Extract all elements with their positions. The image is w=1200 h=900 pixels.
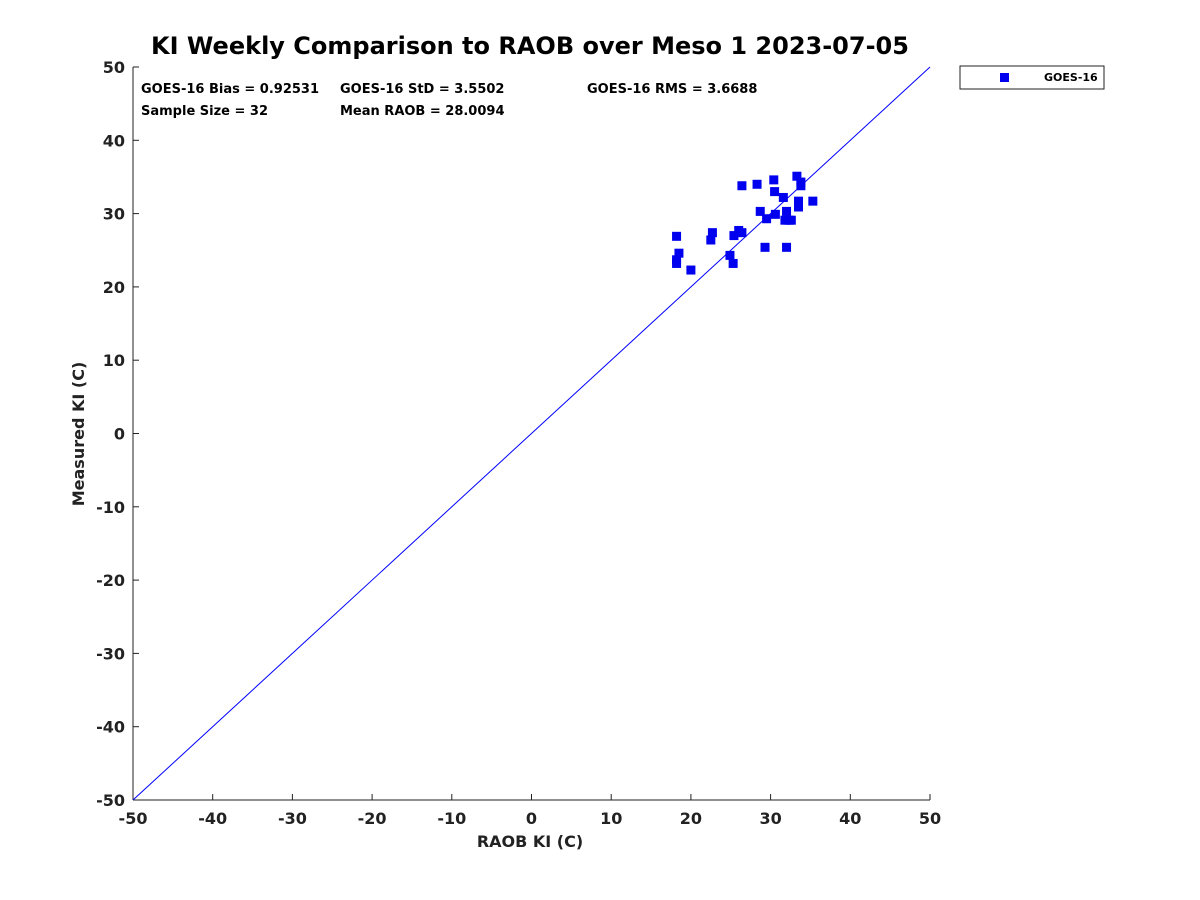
data-point xyxy=(782,242,792,252)
y-tick-label: -10 xyxy=(96,498,125,517)
data-point xyxy=(770,209,780,219)
y-tick-label: -40 xyxy=(96,718,125,737)
data-point xyxy=(752,179,762,189)
x-tick-label: -50 xyxy=(119,809,148,828)
data-point xyxy=(725,250,735,260)
x-tick-label: -20 xyxy=(358,809,387,828)
legend-label-goes16: GOES-16 xyxy=(1044,71,1098,84)
chart-title: KI Weekly Comparison to RAOB over Meso 1… xyxy=(151,32,909,60)
x-tick-label: -30 xyxy=(278,809,307,828)
data-point xyxy=(762,214,772,224)
stat-sample-size: Sample Size = 32 xyxy=(141,104,268,119)
data-point xyxy=(796,181,806,191)
stat-bias: GOES-16 Bias = 0.92531 xyxy=(141,82,319,97)
x-tick-label: -10 xyxy=(437,809,466,828)
data-point xyxy=(769,175,779,185)
data-point xyxy=(808,196,818,206)
y-tick-label: 10 xyxy=(103,351,125,370)
data-point xyxy=(737,228,747,238)
x-tick-label: 40 xyxy=(839,809,861,828)
x-axis-label: RAOB KI (C) xyxy=(477,832,583,851)
data-point xyxy=(672,258,682,268)
goes16-points xyxy=(672,171,818,275)
one-to-one-reference-line xyxy=(132,66,931,801)
data-point xyxy=(792,171,802,181)
data-point xyxy=(706,235,716,245)
x-tick-label: 20 xyxy=(680,809,702,828)
y-tick-label: 0 xyxy=(114,425,125,444)
data-point xyxy=(674,248,684,258)
y-axis-label: Measured KI (C) xyxy=(69,362,88,507)
y-axis-ticks: 50 40 30 20 10 0 -10 -20 -30 -40 -50 xyxy=(96,58,139,810)
data-point xyxy=(672,231,682,241)
x-tick-label: 0 xyxy=(526,809,537,828)
stat-rms: GOES-16 RMS = 3.6688 xyxy=(587,82,757,97)
data-point xyxy=(793,196,803,206)
legend-marker-square xyxy=(1000,73,1009,82)
x-axis-ticks: -50 -40 -30 -20 -10 0 10 20 30 40 50 xyxy=(119,794,941,828)
y-tick-label: 30 xyxy=(103,205,125,224)
data-point xyxy=(686,265,696,275)
x-tick-label: 30 xyxy=(759,809,781,828)
y-tick-label: 40 xyxy=(103,131,125,150)
y-tick-label: 50 xyxy=(103,58,125,77)
y-tick-label: -30 xyxy=(96,644,125,663)
legend: GOES-16 xyxy=(959,65,1105,90)
stat-mean-raob: Mean RAOB = 28.0094 xyxy=(340,104,505,119)
data-point xyxy=(729,231,739,241)
data-point xyxy=(782,206,792,216)
legend-box xyxy=(959,65,1105,90)
data-point xyxy=(728,258,738,268)
x-tick-label: 10 xyxy=(600,809,622,828)
stat-std: GOES-16 StD = 3.5502 xyxy=(340,82,504,97)
data-point xyxy=(737,181,747,191)
y-tick-label: -20 xyxy=(96,571,125,590)
data-point xyxy=(770,187,780,197)
data-point xyxy=(784,215,794,225)
data-point xyxy=(793,202,803,212)
y-tick-label: -50 xyxy=(96,791,125,810)
data-point xyxy=(760,242,770,252)
data-point xyxy=(707,228,717,238)
data-point xyxy=(778,192,788,202)
x-tick-label: -40 xyxy=(198,809,227,828)
data-point xyxy=(755,206,765,216)
x-tick-label: 50 xyxy=(919,809,941,828)
y-tick-label: 20 xyxy=(103,278,125,297)
